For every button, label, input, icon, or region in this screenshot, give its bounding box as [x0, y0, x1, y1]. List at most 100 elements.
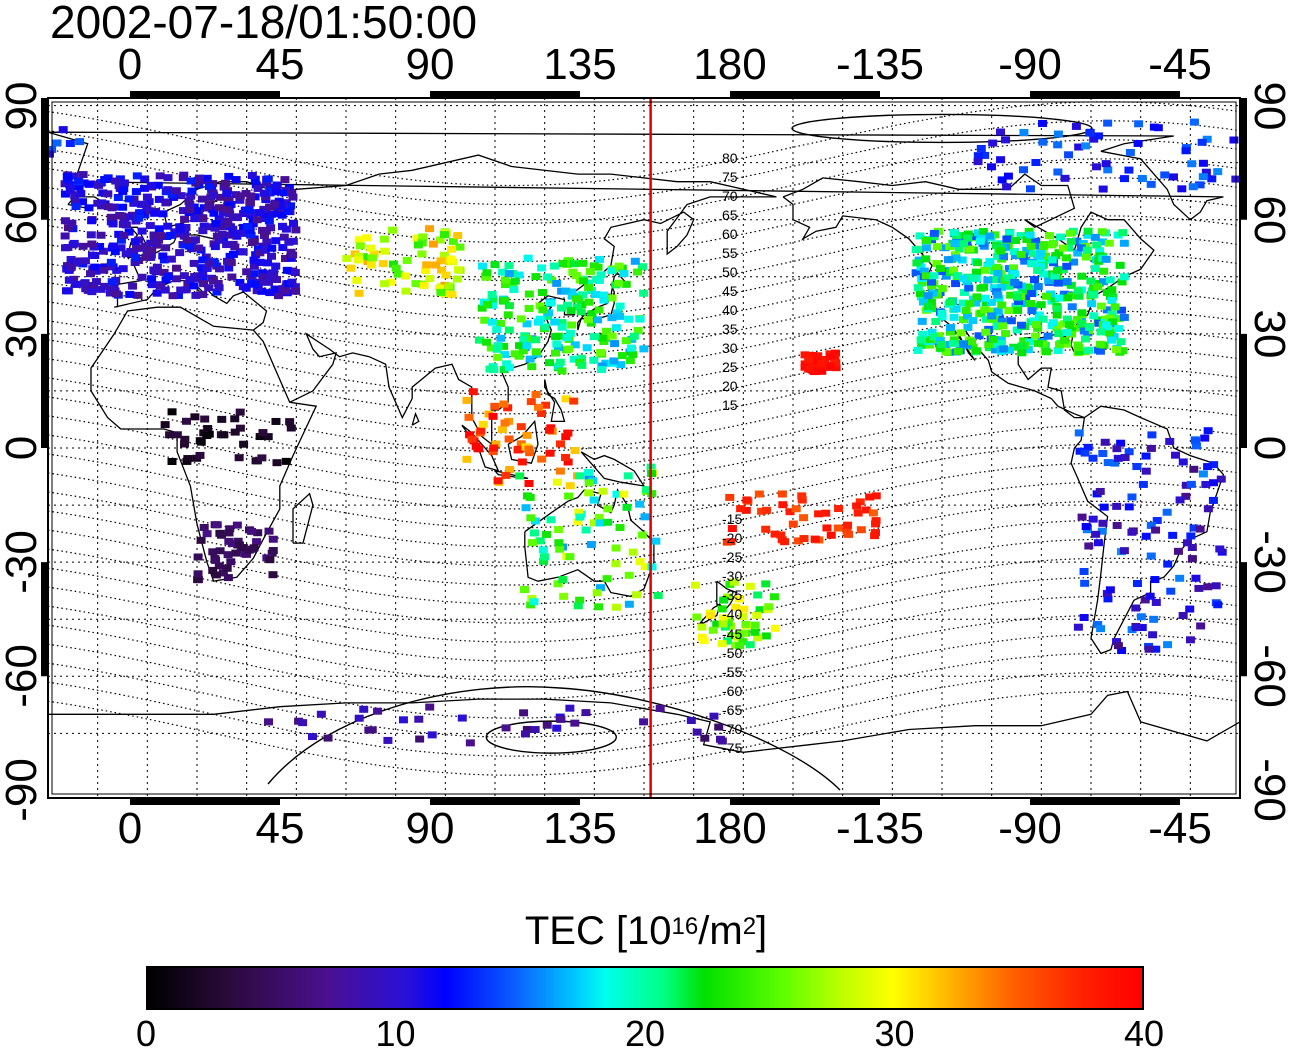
- tec-block: [564, 345, 574, 353]
- tec-block: [1019, 166, 1029, 174]
- tec-block: [388, 260, 398, 268]
- tec-block: [562, 334, 572, 342]
- tec-block: [250, 175, 260, 183]
- contour-label: 50: [722, 264, 738, 281]
- tec-block: [354, 252, 364, 260]
- tec-block: [975, 237, 985, 245]
- tec-block: [722, 538, 732, 546]
- tec-block: [280, 254, 290, 262]
- tec-block: [528, 539, 538, 547]
- tec-block: [968, 317, 978, 325]
- tec-block: [1053, 130, 1063, 138]
- tec-block: [465, 739, 475, 747]
- tec-block: [268, 547, 278, 555]
- tec-block: [980, 266, 990, 274]
- contour-label: -55: [722, 663, 743, 680]
- tec-block: [628, 351, 638, 359]
- tec-block: [243, 223, 253, 231]
- tec-block: [67, 219, 77, 227]
- tec-block: [937, 309, 947, 317]
- tec-block: [504, 326, 514, 334]
- tec-block: [471, 442, 481, 450]
- tec-block: [167, 408, 177, 416]
- tec-block: [110, 248, 120, 256]
- tec-block: [770, 530, 780, 538]
- tec-block: [99, 266, 109, 274]
- tec-block: [918, 330, 928, 338]
- tec-block: [969, 274, 979, 282]
- tec-block: [1059, 290, 1069, 298]
- tec-block: [255, 433, 265, 441]
- tec-block: [98, 247, 108, 255]
- tec-block: [160, 286, 170, 294]
- tec-block: [607, 294, 617, 302]
- tec-block: [948, 339, 958, 347]
- tec-block: [259, 189, 269, 197]
- tec-block: [132, 244, 142, 252]
- tec-block: [1073, 287, 1083, 295]
- tec-block: [963, 230, 973, 238]
- tec-block: [563, 458, 573, 466]
- tec-block: [611, 544, 621, 552]
- tec-block: [482, 273, 492, 281]
- tec-block: [1023, 283, 1033, 291]
- tec-block: [1013, 297, 1023, 305]
- tec-block: [218, 223, 228, 231]
- tec-block: [257, 287, 267, 295]
- tec-block: [589, 262, 599, 270]
- tec-block: [1001, 136, 1011, 144]
- tec-block: [197, 275, 207, 283]
- tec-block: [500, 419, 510, 427]
- tec-block: [1022, 246, 1032, 254]
- tec-block: [498, 268, 508, 276]
- tec-block: [1045, 232, 1055, 240]
- tec-block: [1216, 475, 1226, 483]
- tec-block: [624, 315, 634, 323]
- tec-block: [559, 592, 569, 600]
- tec-block: [780, 538, 790, 546]
- axis-tick-bar: [1030, 91, 1180, 98]
- tec-block: [971, 299, 981, 307]
- tec-block: [152, 241, 162, 249]
- tec-block: [527, 363, 537, 371]
- tec-block: [804, 356, 814, 364]
- tec-block: [1099, 503, 1109, 511]
- tec-block: [651, 537, 661, 545]
- tec-block: [917, 317, 927, 325]
- tec-block: [316, 710, 326, 718]
- tec-block: [607, 314, 617, 322]
- tec-block: [594, 603, 604, 611]
- tec-block: [191, 291, 201, 299]
- tec-block: [1189, 465, 1199, 473]
- geomagnetic-contour: [48, 519, 1240, 605]
- tec-block: [352, 276, 362, 284]
- tec-block: [258, 273, 268, 281]
- tec-block: [1187, 543, 1197, 551]
- tec-block: [1150, 576, 1160, 584]
- tec-block: [731, 603, 741, 611]
- tec-block: [241, 190, 251, 198]
- tec-block: [581, 709, 591, 717]
- tec-block: [198, 270, 208, 278]
- tec-block: [577, 291, 587, 299]
- tec-block: [163, 186, 173, 194]
- tec-block: [501, 724, 511, 732]
- tec-block: [199, 280, 209, 288]
- tec-block: [578, 277, 588, 285]
- tec-block: [196, 438, 206, 446]
- tec-block: [131, 254, 141, 262]
- tec-block: [194, 174, 204, 182]
- tec-block: [1033, 283, 1043, 291]
- tec-block: [1088, 515, 1098, 523]
- tec-block: [106, 262, 116, 270]
- tec-block: [923, 303, 933, 311]
- geomagnetic-contour: [48, 310, 1240, 396]
- tec-block: [388, 226, 398, 234]
- tec-block: [163, 174, 173, 182]
- tec-block: [171, 275, 181, 283]
- colorbar-tick-label: 40: [1123, 1013, 1165, 1054]
- tec-block: [544, 309, 554, 317]
- tec-block: [181, 417, 191, 425]
- tec-block: [444, 282, 454, 290]
